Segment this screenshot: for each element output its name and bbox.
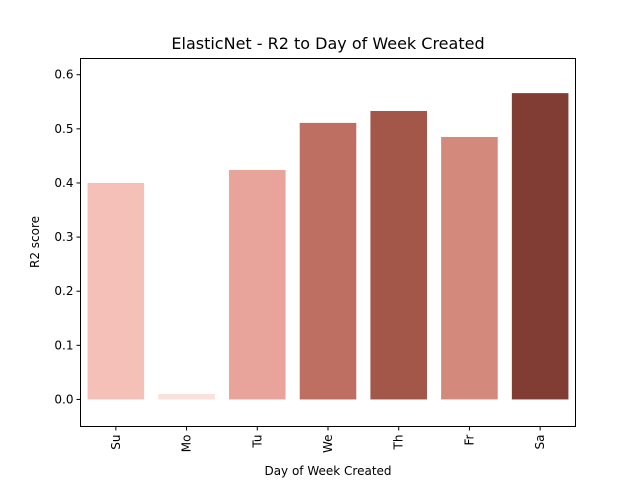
x-tick-label: Fr xyxy=(462,434,476,445)
bar-tu xyxy=(229,169,286,400)
x-axis-ticks: Su Mo Tu We Th Fr Sa xyxy=(109,426,547,454)
x-tick-label: We xyxy=(321,435,335,454)
y-tick-label: 0.3 xyxy=(54,230,73,244)
bar-we xyxy=(299,122,357,400)
x-axis-label: Day of Week Created xyxy=(264,464,391,478)
x-tick-label: Su xyxy=(109,435,123,450)
y-axis-label: R2 score xyxy=(28,216,42,268)
bars-group xyxy=(87,93,569,400)
y-tick-label: 0.1 xyxy=(54,338,73,352)
x-tick-label: Mo xyxy=(180,435,194,453)
bar-fr xyxy=(441,136,498,400)
y-tick-label: 0.0 xyxy=(54,392,73,406)
y-axis-ticks: 0.0 0.1 0.2 0.3 0.4 0.5 0.6 xyxy=(54,68,81,406)
y-tick-label: 0.2 xyxy=(54,284,73,298)
bar-th xyxy=(370,110,427,400)
plot-frame xyxy=(80,58,576,427)
chart-title: ElasticNet - R2 to Day of Week Created xyxy=(171,34,484,53)
x-tick-label: Sa xyxy=(533,435,547,450)
bar-su xyxy=(87,182,145,400)
y-tick-label: 0.5 xyxy=(54,122,73,136)
bar-mo xyxy=(158,394,215,400)
y-tick-label: 0.4 xyxy=(54,176,73,190)
bar-sa xyxy=(511,93,569,400)
x-tick-label: Tu xyxy=(250,435,264,449)
y-tick-label: 0.6 xyxy=(54,68,73,82)
x-tick-label: Th xyxy=(392,435,406,451)
